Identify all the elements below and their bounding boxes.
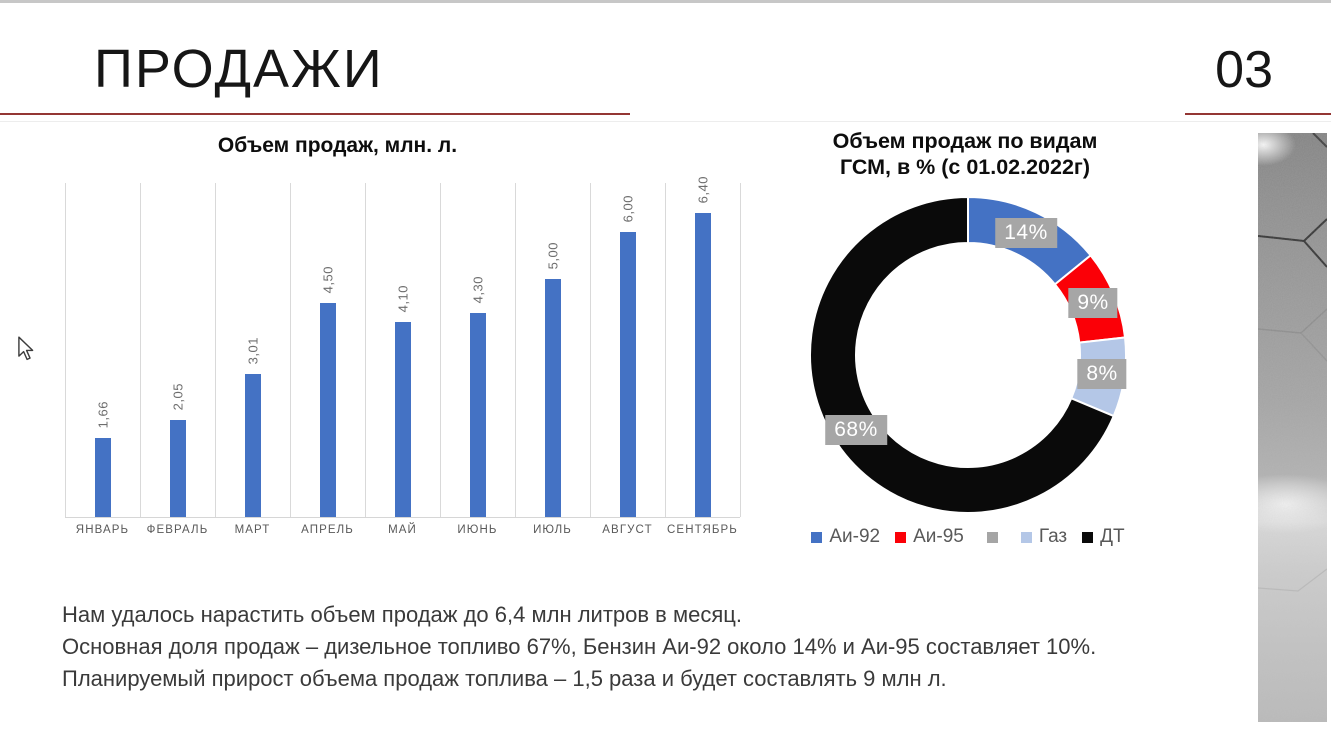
bar-chart-category-axis: ЯНВАРЬ ФЕВРАЛЬ МАРТ АПРЕЛЬ МАЙ ИЮНЬ ИЮЛЬ АВГУСТ… [65,524,740,544]
bar-value-label: 6,40 [695,175,711,203]
bar-chart-title: Объем продаж, млн. л. [217,134,458,157]
bar-июль [545,279,561,517]
gridline [290,183,291,517]
top-divider-line [0,0,1331,3]
gridline [215,183,216,517]
bar-май [395,322,411,517]
legend-item-blank [986,531,998,543]
legend-label: Аи-92 [829,526,881,547]
bar-value-label: 3,01 [245,336,261,364]
title-underline-right [1185,113,1331,115]
category-label: ФЕВРАЛЬ [146,524,209,536]
category-label: ИЮЛЬ [533,524,572,536]
summary-line-1: Нам удалось нарастить объем продаж до 6,… [62,602,742,627]
legend-swatch [1020,531,1032,543]
mouse-cursor-icon [18,336,34,361]
donut-chart: 14% 9% 8% 68% [798,187,1138,527]
bar-июнь [470,313,486,517]
legend-swatch [1082,531,1094,543]
page-number: 03 [1215,41,1273,99]
summary-text: Нам удалось нарастить объем продаж до 6,… [62,599,1222,695]
page-title: ПРОДАЖИ [94,39,384,99]
percent-label-Аи-95: 9% [1068,288,1118,318]
side-hexagon-texture-image [1258,133,1327,722]
x-axis-line [65,517,740,518]
legend-swatch [811,531,823,543]
bar-сентябрь [695,213,711,517]
category-label: ИЮНЬ [457,524,498,536]
legend-label: ДТ [1100,526,1125,547]
bar-февраль [170,420,186,517]
legend-item-Аи-95: Аи-95 [895,526,964,548]
legend-item-Аи-92: Аи-92 [811,526,880,548]
gridline [365,183,366,517]
bar-value-label: 5,00 [545,241,561,269]
category-label: ЯНВАРЬ [75,524,130,536]
header-divider-faint [0,121,1331,122]
hexagon-pattern [1258,133,1327,722]
bar-chart-plot-area: 1,66 2,05 3,01 4,50 4,10 4,30 5,00 6,00 6,40 [65,176,741,518]
title-underline-left [0,113,630,115]
gridline [590,183,591,517]
legend-label: Аи-95 [913,526,964,547]
bar-январь [95,438,111,517]
gridline [515,183,516,517]
donut-legend: Аи-92 Аи-95 Газ ДТ [778,524,1158,550]
gridline [65,183,66,517]
bar-value-label: 4,50 [320,265,336,293]
legend-swatch [895,531,907,543]
gridline [440,183,441,517]
gridline [740,183,741,517]
donut-rings [808,195,1127,514]
legend-item-ДТ: ДТ [1082,526,1125,548]
gridline [665,183,666,517]
bar-март [245,374,261,517]
bar-апрель [320,303,336,517]
category-label: АПРЕЛЬ [301,524,354,536]
legend-swatch [986,531,998,543]
donut-chart-title-line1: Объем продаж по видам [832,129,1098,153]
legend-label: Газ [1038,526,1068,547]
bar-value-label: 4,10 [395,284,411,312]
summary-line-2: Основная доля продаж – дизельное топливо… [62,634,1097,659]
percent-label-Аи-92: 14% [995,218,1057,248]
summary-line-3: Планируемый прирост объема продаж топлив… [62,666,947,691]
bar-август [620,232,636,517]
category-label: АВГУСТ [602,524,653,536]
category-label: МАРТ [234,524,271,536]
percent-label-ДТ: 68% [825,415,887,445]
bar-value-label: 6,00 [620,194,636,222]
bar-value-label: 4,30 [470,275,486,303]
category-label: СЕНТЯБРЬ [667,524,738,536]
bar-value-label: 1,66 [95,400,111,428]
category-label: МАЙ [388,524,417,536]
gridline [140,183,141,517]
legend-item-Газ: Газ [1020,526,1068,548]
percent-label-Газ: 8% [1077,359,1127,389]
donut-chart-title: Объем продаж по видам ГСМ, в % (с 01.02.… [765,128,1165,180]
donut-chart-title-line2: ГСМ, в % (с 01.02.2022г) [839,155,1091,179]
bar-value-label: 2,05 [170,382,186,410]
